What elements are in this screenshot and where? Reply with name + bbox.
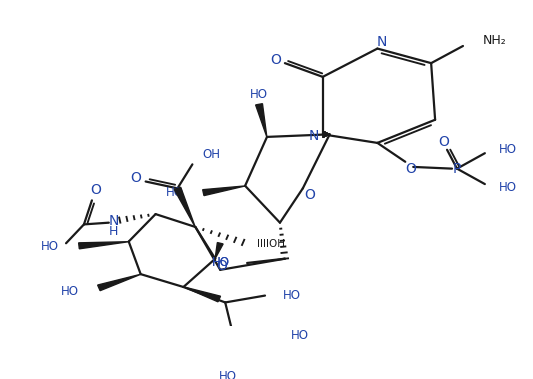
Text: HO: HO xyxy=(61,285,79,298)
Polygon shape xyxy=(203,186,245,196)
Polygon shape xyxy=(98,274,141,291)
Text: HO: HO xyxy=(41,240,59,253)
Text: N: N xyxy=(309,129,319,143)
Text: N: N xyxy=(109,214,119,228)
Text: HO: HO xyxy=(291,329,309,341)
Text: HO: HO xyxy=(219,370,237,379)
Text: O: O xyxy=(439,135,449,149)
Polygon shape xyxy=(233,332,273,338)
Text: O: O xyxy=(405,161,416,175)
Text: O: O xyxy=(91,183,101,197)
Text: O: O xyxy=(130,171,141,185)
Text: P: P xyxy=(453,161,461,175)
Text: HO: HO xyxy=(250,88,268,100)
Text: HO: HO xyxy=(499,181,517,194)
Text: HO: HO xyxy=(212,257,230,269)
Text: N: N xyxy=(376,35,386,49)
Text: O: O xyxy=(271,53,281,67)
Text: NH₂: NH₂ xyxy=(483,34,506,47)
Text: HO: HO xyxy=(283,289,301,302)
Polygon shape xyxy=(79,242,129,249)
Text: O: O xyxy=(216,258,227,273)
Text: H: H xyxy=(109,225,118,238)
Text: HO: HO xyxy=(165,186,183,199)
Polygon shape xyxy=(174,187,195,227)
Polygon shape xyxy=(256,104,267,137)
Text: HO: HO xyxy=(212,257,230,269)
Text: O: O xyxy=(304,188,315,202)
Text: OH: OH xyxy=(203,147,220,161)
Polygon shape xyxy=(215,243,223,258)
Text: HO: HO xyxy=(499,143,517,156)
Text: IIIIOH: IIIIOH xyxy=(257,239,285,249)
Polygon shape xyxy=(183,287,221,302)
